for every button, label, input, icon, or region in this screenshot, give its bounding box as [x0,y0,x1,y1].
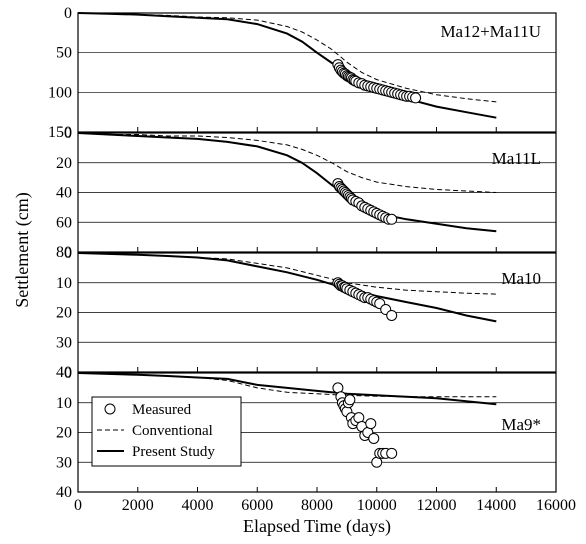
chart-panels: 050100150Ma12+Ma11U020406080Ma11L0102030… [48,5,557,501]
y-tick-label: 0 [64,125,72,142]
panel-label: Ma12+Ma11U [440,22,541,41]
y-tick-label: 0 [64,245,72,262]
y-tick-label: 20 [56,425,72,442]
x-tick-label: 12000 [417,497,457,514]
legend-entry: Measured [104,402,192,418]
y-tick-label: 60 [56,214,72,231]
x-tick-label: 2000 [122,497,154,514]
data-point [344,394,356,406]
panel-frame [77,12,557,133]
series-present-study-line [77,252,497,323]
y-tick-label: 0 [64,365,72,382]
x-tick-label: 8000 [301,497,333,514]
legend-entry: Present Study [97,444,215,460]
y-tick-label: 100 [48,84,72,101]
panel-3: 0 10 20 30 40 Ma10 [56,245,557,381]
y-tick-label: 30 [56,454,72,471]
y-tick-label: 20 [56,305,72,322]
x-tick-labels: 0 2000 4000 6000 8000 10000 12000 14000 16000 [74,497,576,514]
series-conventional-line [77,252,497,295]
data-point [368,432,380,444]
series-present-study-line [77,372,497,406]
y-tick-label: 80 [56,244,72,261]
data-point [365,418,377,430]
x-tick-label: 14000 [476,497,516,514]
series-present-study-line [77,132,497,233]
series-measured [332,277,398,321]
legend-label: Conventional [132,423,213,439]
x-tick-label: 6000 [241,497,273,514]
y-tick-label: 150 [48,124,72,141]
series-conventional-line [77,12,497,103]
x-tick-label: 10000 [357,497,397,514]
panel-2: 0 20 40 60 80 Ma11L [56,125,557,261]
x-tick-label: 16000 [536,497,576,514]
x-tick-label: 4000 [182,497,214,514]
series-measured [332,178,398,225]
panel-1: 0 50 100 150 Ma12+Ma11U [48,5,557,141]
legend-entry: Conventional [97,423,213,439]
series-present-study-line [77,12,497,119]
legend: Measured Conventional Present Study [91,396,242,467]
y-tick-label: 40 [56,185,72,202]
panel-frame [77,132,557,253]
series-measured [332,59,422,104]
x-tick-label: 0 [74,497,82,514]
panel-label: Ma10 [501,269,541,288]
y-tick-label: 40 [56,364,72,381]
y-tick-label: 10 [56,395,72,412]
y-tick-label: 40 [56,484,72,501]
legend-box [91,396,242,467]
y-tick-label: 50 [56,45,72,62]
y-axis-label: Settlement (cm) [12,192,33,307]
series-conventional-line [77,132,497,193]
x-axis-label: Elapsed Time (days) [243,516,391,537]
data-point [386,213,398,225]
y-tick-label: 10 [56,275,72,292]
panel-frame [77,252,557,373]
y-tick-label: 20 [56,155,72,172]
panel-label: Ma9* [501,415,541,434]
data-point [386,309,398,321]
legend-label: Present Study [132,444,215,460]
legend-label: Measured [132,402,192,418]
series-measured [332,382,398,468]
series-conventional-line [77,372,497,398]
y-tick-label: 0 [64,5,72,22]
data-point [386,447,398,459]
y-tick-label: 30 [56,334,72,351]
data-point [410,92,422,104]
panel-label: Ma11L [492,149,541,168]
panel-frame [77,372,557,493]
legend-marker-circle [104,403,116,415]
